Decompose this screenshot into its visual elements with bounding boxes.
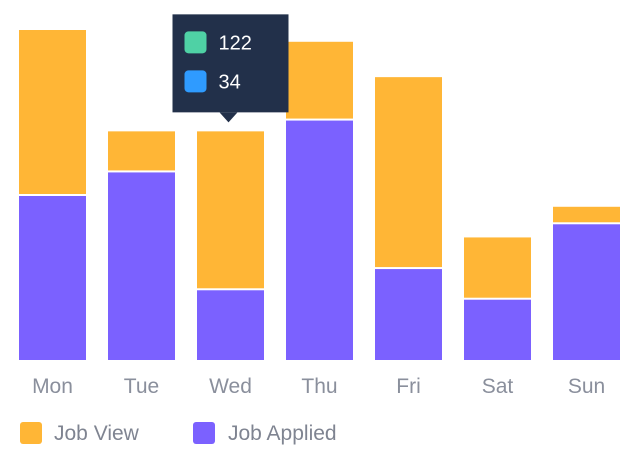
bar-job-view-tue[interactable] [108,131,175,172]
bar-job-applied-wed[interactable] [197,289,264,360]
x-axis-tick-labels: Mon Tue Wed Thu Fri Sat Sun [32,375,605,398]
bar-job-view-fri[interactable] [375,77,442,269]
tooltip-swatch [184,31,207,54]
legend-item-job-view[interactable]: Job View [20,422,140,445]
bar-job-applied-tue[interactable] [108,171,175,360]
legend-swatch-job-applied [193,422,215,444]
x-tick-label-sun: Sun [568,375,605,398]
bar-job-view-sun[interactable] [553,206,620,224]
x-tick-label-sat: Sat [482,375,514,398]
bar-segment-divider [375,267,442,270]
tooltip-value: 122 [219,32,252,54]
legend-label-job-applied: Job Applied [228,422,337,445]
bar-segment-divider [464,297,531,300]
bar-segment-divider [286,118,353,121]
bar-job-applied-mon[interactable] [19,195,86,360]
bar-segment-divider [197,288,264,291]
x-tick-label-fri: Fri [396,375,421,398]
bar-job-applied-thu[interactable] [286,119,353,360]
tooltip-pointer [219,112,238,123]
bar-job-applied-fri[interactable] [375,268,442,360]
x-tick-label-thu: Thu [301,375,337,398]
tooltip-value: 34 [219,71,241,93]
tooltip: 122 34 [172,14,289,123]
legend-label-job-view: Job View [54,422,140,445]
x-tick-label-wed: Wed [209,375,252,398]
bar-job-applied-sun[interactable] [553,223,620,360]
x-tick-label-mon: Mon [32,375,73,398]
legend-swatch-job-view [20,422,42,444]
bar-segment-divider [108,170,175,173]
legend: Job View Job Applied [20,422,337,445]
x-tick-label-tue: Tue [124,375,159,398]
tooltip-swatch [184,70,207,93]
bar-job-view-mon[interactable] [19,30,86,195]
bar-job-view-sat[interactable] [464,237,531,299]
bar-segment-divider [19,194,86,196]
bar-job-applied-sat[interactable] [464,298,531,360]
bars-group [19,30,620,360]
bar-job-view-wed[interactable] [197,131,264,290]
bar-job-view-thu[interactable] [286,41,353,120]
tooltip-box [172,14,289,113]
legend-item-job-applied[interactable]: Job Applied [193,422,337,445]
bar-segment-divider [553,222,620,225]
